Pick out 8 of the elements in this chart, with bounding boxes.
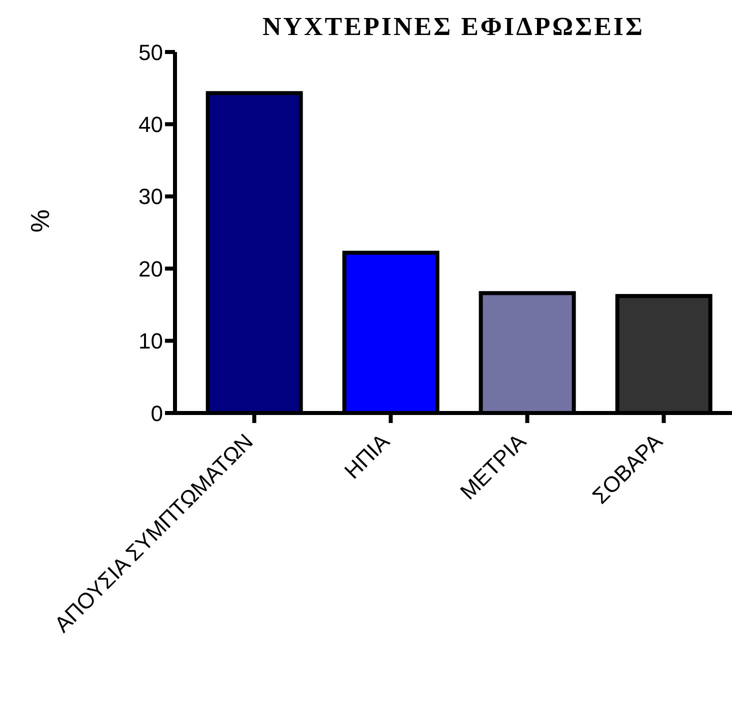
y-tick-label: 0 — [150, 400, 163, 426]
y-tick-label: 10 — [138, 328, 163, 354]
y-tick-label: 20 — [138, 256, 163, 282]
y-axis-title: % — [25, 209, 56, 232]
y-tick-label: 30 — [138, 184, 163, 210]
chart-title: ΝΥΧΤΕΡΙΝΕΣ ΕΦΙΔΡΩΣΕΙΣ — [261, 12, 646, 42]
y-tick-label: 50 — [138, 40, 163, 65]
y-tick-label: 40 — [138, 112, 163, 138]
